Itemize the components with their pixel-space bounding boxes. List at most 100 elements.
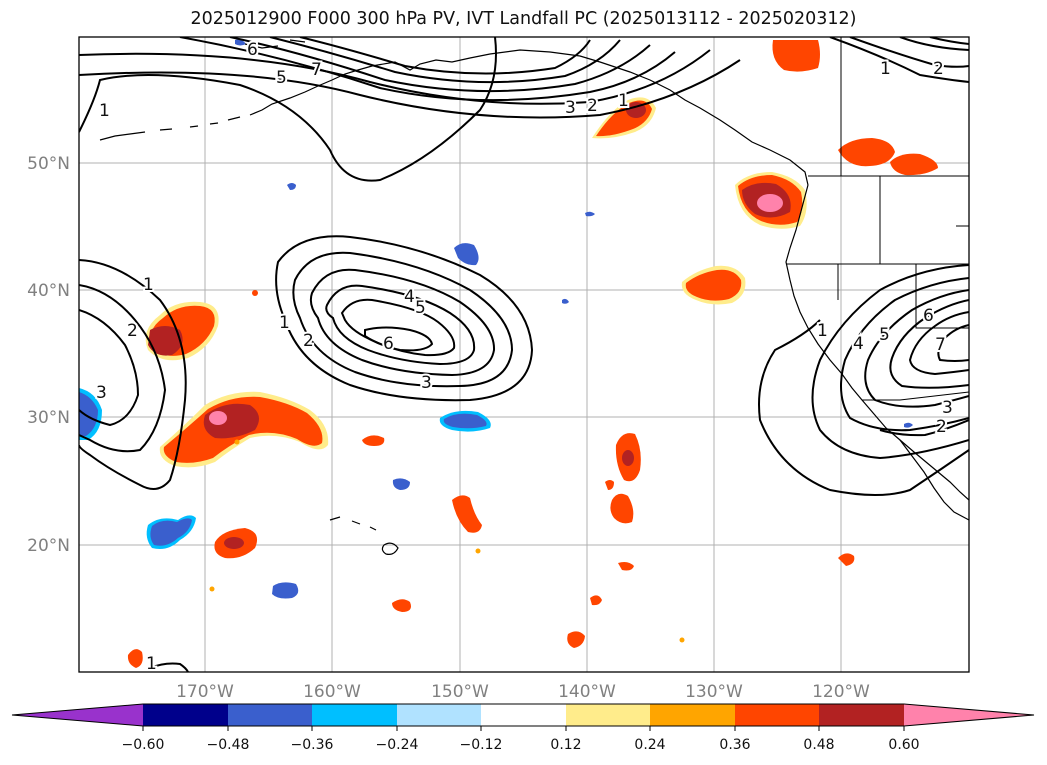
ivt-blob [838, 553, 855, 566]
colorbar-tick-label: −0.24 [376, 737, 419, 753]
ivt-blob [235, 39, 246, 46]
latitude-labels: 50°N 40°N 30°N 20°N [27, 154, 70, 556]
ivt-blob [585, 211, 595, 217]
colorbar-segment [312, 704, 397, 726]
ivt-blob [592, 97, 656, 139]
map-plot-area [79, 37, 969, 672]
colorbar-tick-label: 0.24 [634, 737, 665, 753]
lon-label: 130°W [685, 682, 743, 702]
contour-label: 2 [127, 321, 138, 341]
longitude-labels: 170°W 160°W 150°W 140°W 130°W 120°W [176, 682, 870, 702]
contour-label: 1 [880, 59, 891, 79]
lon-label: 120°W [812, 682, 870, 702]
ivt-blob [145, 301, 219, 361]
contour-label: 4 [404, 287, 415, 307]
colorbar-segment [819, 704, 904, 726]
contour-label: 1 [143, 275, 154, 295]
colorbar-tick-label: 0.36 [719, 737, 750, 753]
ivt-blob [159, 391, 329, 468]
ivt-blob [615, 433, 641, 482]
colorbar-segment [650, 704, 735, 726]
contour-label: 1 [99, 101, 110, 121]
ivt-dot [234, 439, 240, 445]
ivt-blob [79, 388, 102, 440]
ivt-blob [362, 435, 385, 446]
contour-label: 1 [618, 91, 629, 111]
ivt-blob [605, 480, 614, 490]
colorbar-segment [397, 704, 481, 726]
ivt-blob [392, 478, 410, 490]
colorbar-segment [735, 704, 819, 726]
ivt-blob [127, 649, 143, 668]
lon-label: 170°W [176, 682, 234, 702]
ivt-blob [590, 595, 602, 606]
pv-contours [79, 37, 969, 672]
lon-label: 160°W [303, 682, 361, 702]
colorbar-segment [566, 704, 650, 726]
ivt-blob [146, 515, 196, 549]
colorbar-tick-label: 0.60 [888, 737, 919, 753]
contour-label: 3 [942, 398, 953, 418]
ivt-dot [252, 290, 258, 296]
ivt-blob [904, 422, 913, 428]
colorbar: −0.60 −0.48 −0.36 −0.24 −0.12 0.12 0.24 … [11, 703, 1035, 753]
contour-label: 3 [421, 373, 432, 393]
map-title: 2025012900 F000 300 hPa PV, IVT Landfall… [190, 9, 857, 29]
ivt-dot [209, 586, 215, 592]
contour-label: 1 [279, 313, 290, 333]
ivt-dot [475, 548, 481, 554]
ivt-positive-regions [127, 40, 938, 668]
ivt-blob [735, 172, 807, 229]
ivt-blob [392, 599, 411, 612]
political-borders [786, 37, 969, 401]
contour-label: 4 [853, 334, 864, 354]
coastlines [99, 39, 969, 555]
map-frame [78, 36, 970, 673]
lat-label: 20°N [27, 536, 70, 556]
colorbar-tick-label: −0.48 [207, 737, 250, 753]
ivt-blob [272, 582, 299, 599]
contour-label: 3 [565, 98, 576, 118]
colorbar-tick-label: 0.48 [803, 737, 834, 753]
contour-label: 7 [935, 335, 946, 355]
contour-label: 3 [96, 383, 107, 403]
contour-label: 6 [383, 334, 394, 354]
contour-label: 1 [146, 654, 157, 674]
ivt-blob [567, 631, 585, 648]
lon-label: 150°W [431, 682, 489, 702]
colorbar-segment [143, 704, 228, 726]
colorbar-segment [12, 704, 143, 726]
lat-label: 50°N [27, 154, 70, 174]
colorbar-tick-label: −0.36 [291, 737, 334, 753]
colorbar-tick-label: −0.60 [122, 737, 165, 753]
contour-labels: 6 5 7 1 3 2 1 4 3 2 1 2 3 1 4 5 6 3 1 2 … [94, 38, 955, 674]
contour-label: 2 [303, 331, 314, 351]
ivt-blob [610, 493, 634, 524]
contour-label: 5 [415, 298, 426, 318]
ivt-blob [452, 495, 482, 533]
ivt-dot [679, 637, 685, 643]
contour-label: 6 [923, 306, 934, 326]
colorbar-tick-label: 0.12 [550, 737, 581, 753]
ivt-blob [681, 265, 746, 305]
ivt-blob [214, 528, 258, 559]
ivt-blob [443, 413, 487, 429]
ivt-negative-regions [79, 39, 913, 599]
contour-label: 1 [817, 321, 828, 341]
contour-label: 2 [936, 417, 947, 437]
ivt-blob [618, 562, 634, 571]
contour-label: 5 [276, 68, 287, 88]
ivt-blob [890, 153, 938, 176]
contour-label: 2 [933, 59, 944, 79]
colorbar-tick-label: −0.12 [460, 737, 503, 753]
colorbar-segment [228, 704, 312, 726]
ivt-blob [454, 243, 479, 266]
contour-label: 2 [587, 96, 598, 116]
ivt-blob [838, 138, 895, 167]
lat-label: 30°N [27, 408, 70, 428]
lon-label: 140°W [558, 682, 616, 702]
gridlines [79, 37, 969, 672]
ivt-blob [562, 298, 569, 304]
contour-label: 7 [311, 60, 322, 80]
